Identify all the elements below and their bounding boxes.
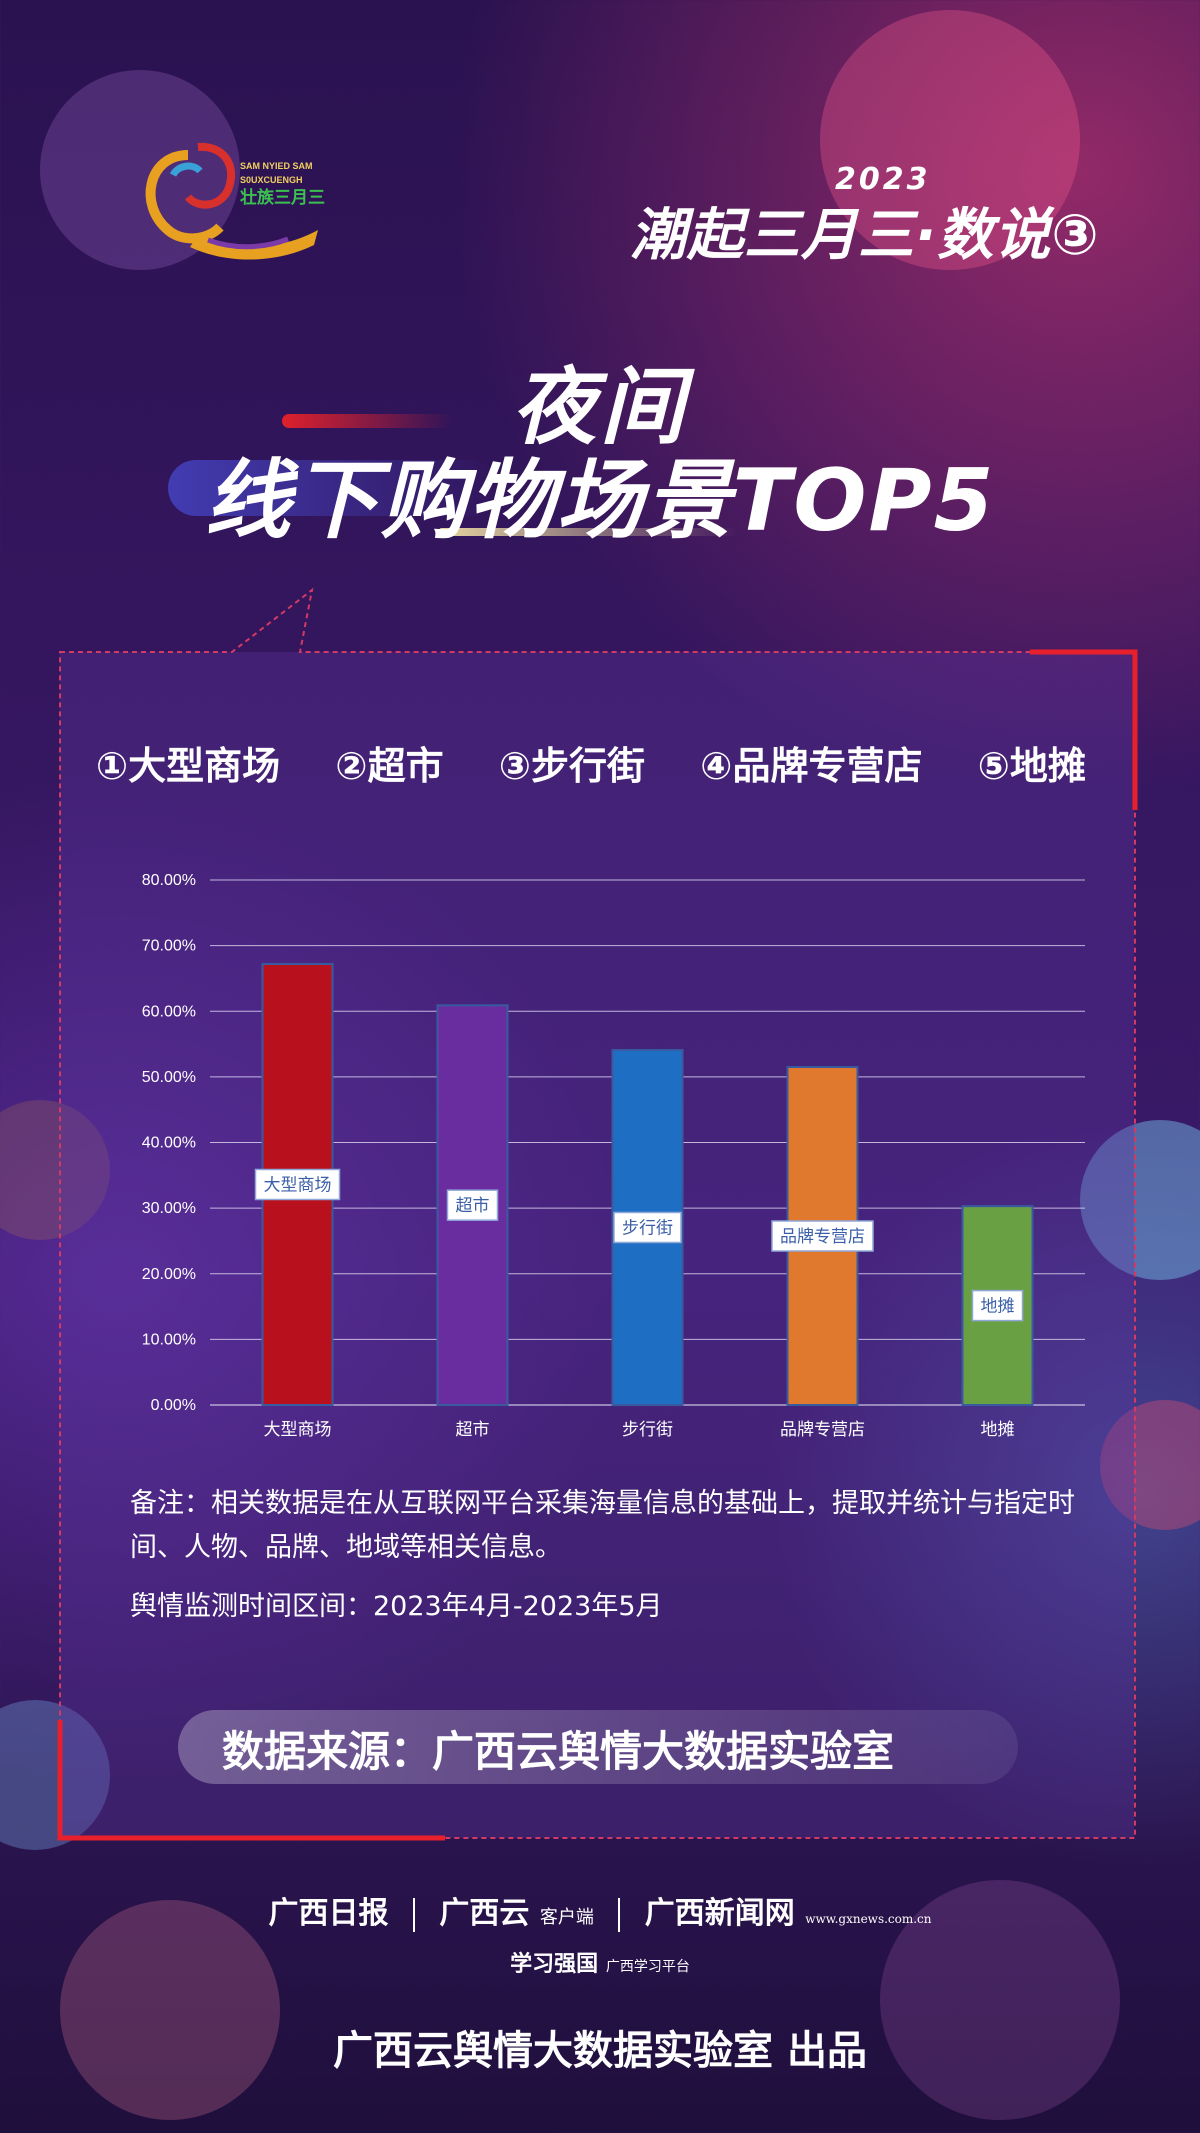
y-tick-label: 30.00% (142, 1200, 196, 1217)
partner-logos: 广西日报 广西云 客户端 广西新闻网 www.gxnews.com.cn (0, 1888, 1200, 1932)
remark-text: 备注：相关数据是在从互联网平台采集海量信息的基础上，提取并统计与指定时间、人物、… (130, 1488, 1075, 1563)
monitoring-period: 舆情监测时间区间：2023年4月-2023年5月 (130, 1591, 663, 1622)
data-label-box (446, 1189, 499, 1221)
y-tick-label: 50.00% (142, 1069, 196, 1086)
svg-text:SAM NYIED SAM: SAM NYIED SAM (240, 161, 313, 171)
data-label: 步行街 (622, 1218, 673, 1238)
series-title: 2023 潮起三月三·数说③ (620, 150, 1100, 268)
producer-credit: 广西云舆情大数据实验室 出品 (333, 2028, 867, 2074)
sanyuesan-logo: SAM NYIED SAM S0UXCUENGH 壮族三月三 (128, 135, 338, 265)
y-tick-label: 10.00% (142, 1331, 196, 1348)
heading-decoration (438, 528, 738, 536)
guangxi-cloud-sub: 客户端 (539, 1907, 594, 1928)
ranking-item: ②超市 (335, 744, 444, 788)
ranking-list: ①大型商场 ②超市 ③步行街 ④品牌专营店 ⑤地摊 (96, 735, 1136, 790)
y-tick-label: 70.00% (142, 938, 196, 955)
data-source: 数据来源：广西云舆情大数据实验室 (222, 1727, 895, 1776)
bokeh-light (60, 1900, 280, 2120)
data-label-box (254, 1168, 341, 1201)
x-tick-label: 地摊 (981, 1420, 1015, 1440)
data-label-box (971, 1289, 1024, 1322)
divider (618, 1898, 621, 1932)
data-label-box (771, 1220, 874, 1252)
data-label: 地摊 (981, 1297, 1015, 1317)
gxnews-logo: 广西新闻网 (644, 1896, 795, 1931)
series-title-text: 潮起三月三·数说③ (630, 203, 1100, 268)
bar-chart: 0.00% 10.00% 20.00% 30.00% 40.00% 50.00% 60.00… (142, 872, 1085, 1440)
data-label: 大型商场 (264, 1176, 332, 1196)
ranking-item: ③步行街 (498, 744, 646, 788)
data-label-box (613, 1211, 682, 1244)
ranking-item: ①大型商场 (96, 744, 281, 788)
data-label: 超市 (456, 1196, 490, 1216)
x-tick-label: 超市 (456, 1420, 490, 1440)
page-title-line1: 夜间 (511, 358, 688, 456)
guangxi-daily-logo: 广西日报 (268, 1896, 389, 1931)
svg-text:壮族三月三: 壮族三月三 (240, 187, 325, 208)
x-tick-label: 品牌专营店 (780, 1420, 865, 1440)
gxnews-url: www.gxnews.com.cn (805, 1912, 932, 1926)
y-tick-label: 60.00% (142, 1003, 196, 1020)
y-tick-label: 20.00% (142, 1266, 196, 1283)
x-tick-label: 大型商场 (264, 1420, 332, 1440)
xuexi-sub: 广西学习平台 (605, 1959, 690, 1975)
y-tick-label: 80.00% (142, 872, 196, 889)
y-tick-label: 0.00% (151, 1397, 196, 1414)
xuexi-logo-text: 学习强国 (510, 1951, 599, 1977)
source-pill (178, 1710, 1018, 1784)
page-title-line2: 线下购物场景TOP5 (204, 451, 996, 551)
y-tick-label: 40.00% (142, 1135, 196, 1152)
x-tick-label: 步行街 (622, 1420, 673, 1440)
data-label: 品牌专营店 (780, 1227, 865, 1247)
divider (412, 1898, 415, 1932)
svg-text:S0UXCUENGH: S0UXCUENGH (240, 175, 303, 185)
heading-decoration (168, 460, 498, 516)
xuexi-logo: 学习强国 广西学习平台 (0, 1946, 1200, 1978)
guangxi-cloud-logo: 广西云 (439, 1896, 530, 1931)
heading-decoration (282, 414, 452, 428)
ranking-item: ④品牌专营店 (700, 744, 923, 788)
ranking-item: ⑤地摊 (977, 744, 1086, 788)
series-year: 2023 (835, 162, 931, 197)
